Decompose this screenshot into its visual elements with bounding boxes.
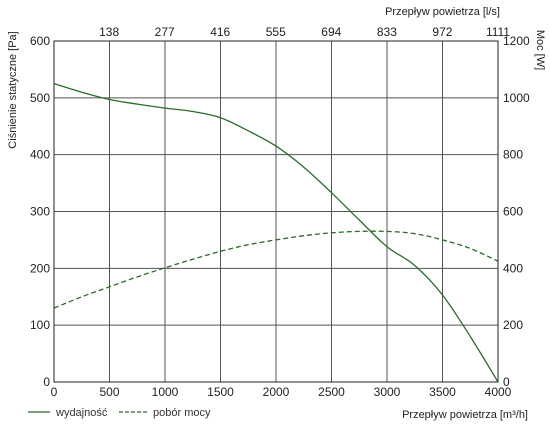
x-tick-label-1000: 1000 (152, 385, 179, 399)
plot-frame (53, 40, 499, 383)
legend-label-pobor-mocy: pobór mocy (153, 407, 211, 419)
legend-label-wydajnosc: wydajność (55, 407, 108, 419)
x2-tick-label-972: 972 (432, 25, 452, 39)
y2-tick-label-1200: 1200 (503, 34, 530, 48)
x-axis-title: Przepływ powietrza [m³/h] (402, 409, 528, 421)
x2-tick-label-1111: 1111 (486, 25, 510, 39)
y-tick-label-100: 100 (30, 318, 50, 332)
y-tick-label-400: 400 (30, 148, 50, 162)
y-tick-label-300: 300 (30, 205, 50, 219)
y2-tick-label-600: 600 (503, 205, 523, 219)
x-tick-label-500: 500 (99, 385, 119, 399)
x2-tick-label-277: 277 (155, 25, 175, 39)
x2-tick-label-694: 694 (321, 25, 341, 39)
series-line-0 (53, 82, 499, 383)
x2-axis-title: Przepływ powietrza [l/s] (385, 6, 500, 18)
y2-tick-label-200: 200 (503, 318, 523, 332)
grid-lines (54, 41, 498, 382)
x2-tick-label-555: 555 (266, 25, 286, 39)
x-tick-label-4000: 4000 (485, 385, 512, 399)
x-tick-label-1500: 1500 (207, 385, 234, 399)
y-tick-label-500: 500 (30, 91, 50, 105)
y2-tick-label-800: 800 (503, 148, 523, 162)
x2-tick-label-138: 138 (99, 25, 119, 39)
x-tick-label-2000: 2000 (263, 385, 290, 399)
x-tick-label-3000: 3000 (374, 385, 401, 399)
y-tick-label-600: 600 (30, 34, 50, 48)
x-tick-label-0: 0 (51, 385, 58, 399)
x2-tick-label-416: 416 (210, 25, 230, 39)
y2-axis-title: Moc [W] (534, 30, 546, 70)
y2-tick-label-400: 400 (503, 261, 523, 275)
x-tick-label-3500: 3500 (429, 385, 456, 399)
y2-tick-label-0: 0 (503, 375, 510, 389)
x2-tick-label-833: 833 (377, 25, 397, 39)
y-tick-label-200: 200 (30, 261, 50, 275)
y-axis-title: Ciśnienie statyczne [Pa] (7, 31, 19, 148)
legend: wydajność pobór mocy (28, 407, 211, 419)
y2-tick-label-1000: 1000 (503, 91, 530, 105)
y-tick-label-0: 0 (43, 375, 50, 389)
series-line-1 (53, 230, 499, 309)
x-tick-label-2500: 2500 (318, 385, 345, 399)
series-lines (53, 82, 499, 383)
